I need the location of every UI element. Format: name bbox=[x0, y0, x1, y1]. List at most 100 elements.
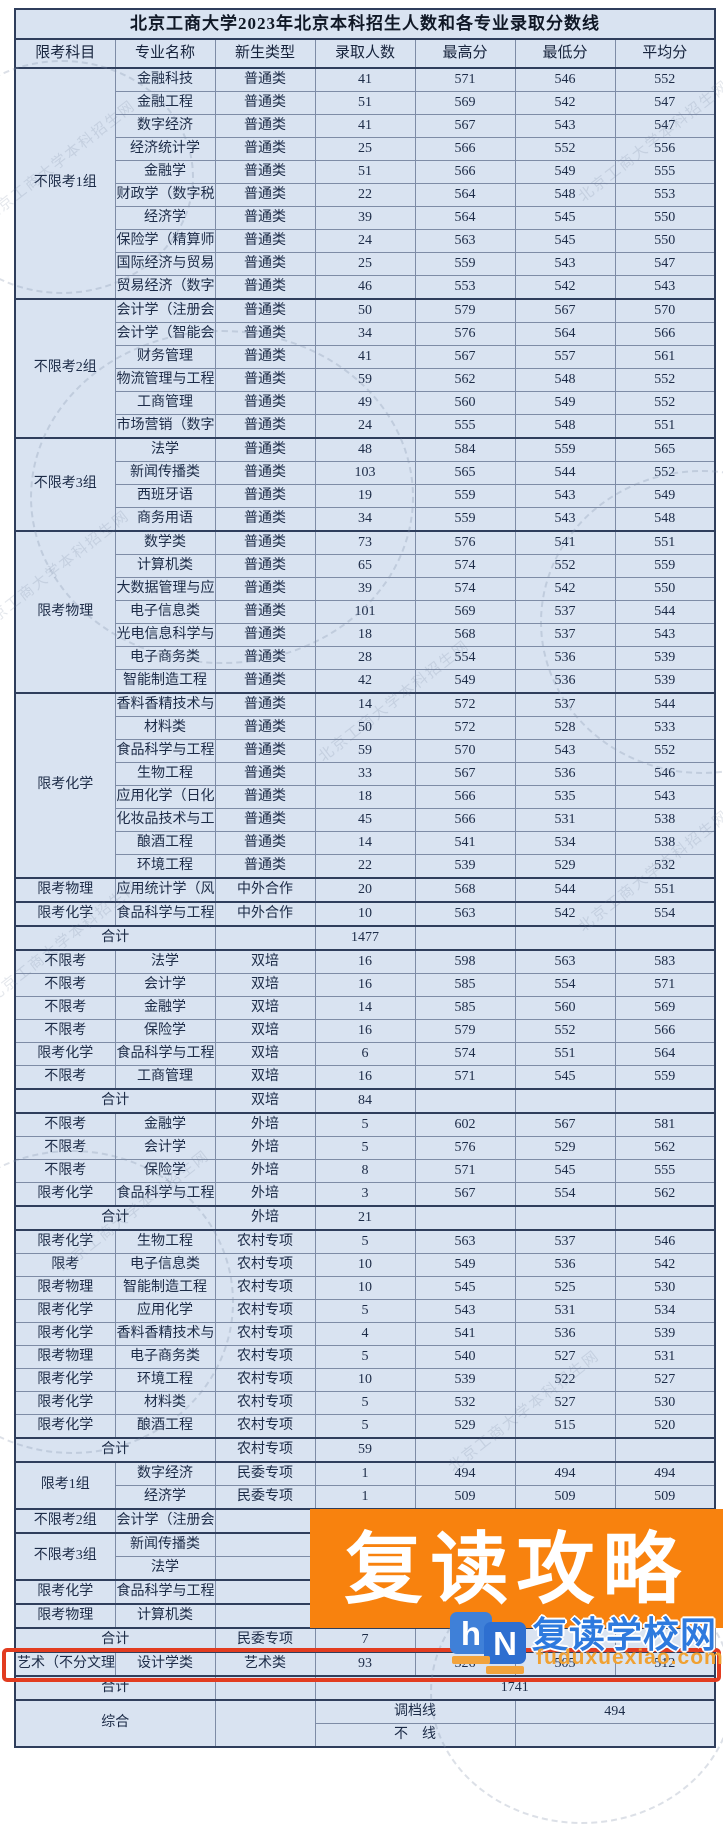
cell-major: 电子商务类 bbox=[114, 1345, 216, 1369]
cell-subject-group: 限考物理 bbox=[14, 530, 116, 694]
cell-major: 市场营销（数字营销） bbox=[114, 414, 216, 439]
cell-avg-score: 544 bbox=[614, 600, 716, 624]
cell-avg-score: 532 bbox=[614, 854, 716, 879]
cell-subject-group: 不限考2组 bbox=[14, 298, 116, 439]
cell-min-score: 546 bbox=[514, 67, 616, 92]
cell-avg-score: 562 bbox=[614, 1136, 716, 1160]
table-row: 不限考 金融学 双培 14 585 560 569 bbox=[14, 996, 716, 1020]
cell-major: 酿酒工程 bbox=[114, 1414, 216, 1439]
cell-major: 会计学（智能会计） bbox=[114, 322, 216, 346]
cell-subject-group: 限考化学 bbox=[14, 1229, 116, 1254]
page: { "title": "北京工商大学2023年北京本科招生人数和各专业录取分数线… bbox=[0, 8, 723, 1824]
cell-min-score: 527 bbox=[514, 1345, 616, 1369]
cell-major: 电子信息类 bbox=[114, 600, 216, 624]
cell-max-score: 555 bbox=[414, 414, 516, 439]
cell-student-type: 民委专项 bbox=[214, 1485, 316, 1510]
cell-student-type: 普通类 bbox=[214, 692, 316, 717]
cell-student-type: 中外合作 bbox=[214, 901, 316, 927]
cell-min-score: 552 bbox=[514, 137, 616, 161]
site-logo: h N 复读学校网 fuduxuexiao.com bbox=[450, 1600, 723, 1678]
cell-min-score: 554 bbox=[514, 1182, 616, 1207]
cell-min-score: 543 bbox=[514, 114, 616, 138]
cell-admit-count: 59 bbox=[314, 1437, 416, 1463]
cell-max-score: 540 bbox=[414, 1345, 516, 1369]
cell-avg-score: 527 bbox=[614, 1368, 716, 1392]
cell-student-type: 双培 bbox=[214, 1042, 316, 1066]
cell-avg-score: 533 bbox=[614, 716, 716, 740]
cell-major: 食品科学与工程 bbox=[114, 1182, 216, 1207]
cell-major: 经济统计学 bbox=[114, 137, 216, 161]
cell-avg-score: 552 bbox=[614, 391, 716, 415]
cell-min-score: 529 bbox=[514, 854, 616, 879]
cell-avg-score: 539 bbox=[614, 669, 716, 694]
cell-major: 经济学 bbox=[114, 206, 216, 230]
cell-max-score: 553 bbox=[414, 275, 516, 300]
cell-student-type: 普通类 bbox=[214, 646, 316, 670]
cell-major: 电子商务类 bbox=[114, 646, 216, 670]
cell-min-score: 543 bbox=[514, 507, 616, 532]
table-row: 不限考 保险学 外培 8 571 545 555 bbox=[14, 1159, 716, 1183]
table-row: 限考化学香料香精技术与工程农村专项4541536539 bbox=[14, 1322, 716, 1346]
cell-min-score bbox=[514, 1205, 616, 1231]
cell-min-score: 529 bbox=[514, 1136, 616, 1160]
cell-admit-count: 5 bbox=[314, 1136, 416, 1160]
cell-max-score: 543 bbox=[414, 1299, 516, 1323]
cell-major: 材料类 bbox=[114, 716, 216, 740]
cell-admit-count: 84 bbox=[314, 1088, 416, 1114]
cell-major: 金融工程 bbox=[114, 91, 216, 115]
cell-admit-count: 39 bbox=[314, 206, 416, 230]
cell-line-value bbox=[514, 1723, 716, 1748]
cell-line-label: 不 线 bbox=[314, 1723, 516, 1748]
cell-subject-group: 限考物理 bbox=[14, 1603, 116, 1629]
cell-major: 数字经济 bbox=[114, 1461, 216, 1486]
cell-student-type: 普通类 bbox=[214, 137, 316, 161]
cell-min-score: 537 bbox=[514, 623, 616, 647]
cell-avg-score: 546 bbox=[614, 1229, 716, 1254]
table-row: 限考化学 食品科学与工程 外培 3 567 554 562 bbox=[14, 1182, 716, 1207]
cell-student-type: 普通类 bbox=[214, 206, 316, 230]
cell-student-type: 普通类 bbox=[214, 484, 316, 508]
cell-admit-count: 41 bbox=[314, 345, 416, 369]
cell-avg-score: 546 bbox=[614, 762, 716, 786]
cell-student-type: 双培 bbox=[214, 949, 316, 974]
cell-avg-score: 547 bbox=[614, 114, 716, 138]
cell-admit-count: 10 bbox=[314, 1368, 416, 1392]
cell-admit-count: 73 bbox=[314, 530, 416, 555]
cell-student-type: 农村专项 bbox=[214, 1253, 316, 1277]
cell-student-type: 农村专项 bbox=[214, 1414, 316, 1439]
cell-admit-count: 14 bbox=[314, 996, 416, 1020]
cell-max-score: 545 bbox=[414, 1276, 516, 1300]
cell-major: 设计学类 bbox=[114, 1651, 216, 1677]
cell-major: 应用化学（日化方向） bbox=[114, 785, 216, 809]
cell-major: 西班牙语 bbox=[114, 484, 216, 508]
cell-max-score: 579 bbox=[414, 298, 516, 323]
cell-major: 应用统计学（风险与精算） bbox=[114, 877, 216, 903]
cell-max-score: 565 bbox=[414, 461, 516, 485]
cell-major: 电子信息类 bbox=[114, 1253, 216, 1277]
cell-min-score: 545 bbox=[514, 206, 616, 230]
cell-student-type: 中外合作 bbox=[214, 877, 316, 903]
cell-admit-count: 42 bbox=[314, 669, 416, 694]
cell-student-type: 外培 bbox=[214, 1182, 316, 1207]
cell-student-type bbox=[214, 1603, 316, 1629]
cell-min-score: 536 bbox=[514, 1253, 616, 1277]
table-row: 限考化学 食品科学与工程 中外合作 10 563 542 554 bbox=[14, 901, 716, 927]
cell-student-type: 普通类 bbox=[214, 322, 316, 346]
table-row: 不限考 工商管理 双培 16 571 545 559 bbox=[14, 1065, 716, 1090]
cell-avg-score: 552 bbox=[614, 739, 716, 763]
cell-admit-count: 34 bbox=[314, 507, 416, 532]
cell-admit-count: 51 bbox=[314, 160, 416, 184]
cell-avg-score: 566 bbox=[614, 1019, 716, 1043]
table-row: 环境工程 普通类 22 539 529 532 bbox=[15, 854, 716, 879]
cell-admit-count: 22 bbox=[314, 854, 416, 879]
cell-avg-score: 534 bbox=[614, 1299, 716, 1323]
cell-admit-count: 34 bbox=[314, 322, 416, 346]
table-row: 金融学 普通类 51 566 549 555 bbox=[15, 160, 716, 184]
cell-student-type bbox=[214, 1579, 316, 1605]
cell-min-score: 543 bbox=[514, 252, 616, 276]
cell-subject-group: 限考物理 bbox=[14, 1276, 116, 1300]
cell-admit-count: 93 bbox=[314, 1651, 416, 1677]
cell-student-type: 普通类 bbox=[214, 160, 316, 184]
